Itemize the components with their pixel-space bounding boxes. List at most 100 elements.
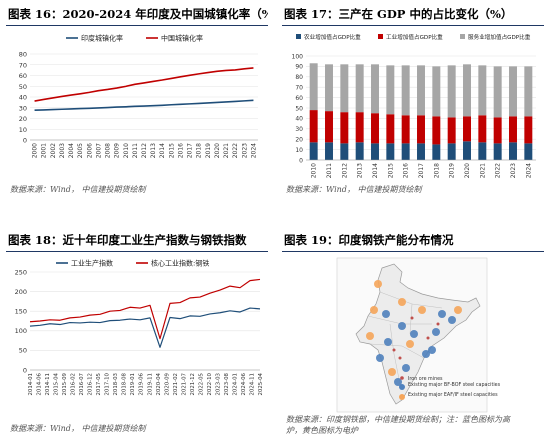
map-legend: Iron ore mines Existing major BF-BOF ste…: [399, 376, 501, 400]
y-tick-label: 60: [295, 95, 303, 102]
y-tick-label: 30: [295, 126, 303, 133]
bar-2: [478, 115, 487, 143]
bar-2: [432, 116, 441, 145]
x-tick-label: 2014: [372, 163, 379, 178]
legend-bf-bof: Existing major BF-BOF steel capacities: [408, 382, 501, 388]
chart-title-17: 图表 17：三产在 GDP 中的占比变化（%）: [282, 4, 544, 26]
y-tick-label: 100: [15, 327, 27, 335]
y-tick-label: 0: [23, 137, 27, 145]
x-tick-label: 2022-10: [207, 372, 213, 395]
eaf-marker: [370, 306, 378, 314]
bar-3: [432, 66, 441, 117]
iron-ore-marker: [410, 316, 414, 320]
x-tick-label: 2010: [123, 143, 130, 158]
x-tick-label: 2023-08: [224, 372, 230, 395]
legend-label-1: 农业增加值占GDP比重: [304, 33, 361, 41]
x-tick-label: 2020: [464, 163, 471, 178]
bar-2: [417, 115, 425, 144]
bar-1: [493, 143, 502, 160]
x-tick-label: 2014: [159, 143, 166, 158]
y-tick-label: 0: [299, 157, 303, 164]
bar-2: [524, 116, 533, 144]
bar-2: [493, 117, 502, 144]
x-tick-label: 2015: [168, 143, 175, 158]
x-tick-label: 2014-11: [45, 373, 51, 396]
chart-title-19: 图表 19：印度钢铁产能分布情况: [282, 230, 544, 252]
eaf-marker: [388, 368, 396, 376]
bar-1: [355, 142, 364, 160]
x-tick-label: 2018-03: [113, 373, 119, 396]
bar-1: [309, 142, 318, 160]
eaf-marker: [374, 280, 382, 288]
y-tick-label: 50: [295, 105, 303, 112]
bar-2: [355, 112, 364, 143]
x-tick-label: 2023-03: [215, 373, 221, 396]
source-note-17: 数据来源：Wind， 中信建投期货绘制: [286, 185, 422, 194]
x-tick-label: 2021-12: [190, 373, 196, 396]
legend-label-1: 工业生产指数: [71, 259, 113, 268]
bar-1: [401, 143, 410, 160]
x-tick-label: 2005: [77, 143, 84, 158]
x-tick-label: 2009: [114, 143, 121, 158]
x-tick-label: 2015-09: [62, 372, 68, 395]
iron-ore-marker: [392, 348, 396, 352]
x-tick-label: 2004: [68, 143, 75, 158]
bar-3: [478, 65, 487, 116]
legend-iron-ore: Iron ore mines: [408, 376, 443, 382]
iron-ore-marker: [426, 336, 430, 340]
x-tick-label: 2019-01: [130, 373, 136, 396]
x-tick-label: 2014-01: [28, 373, 34, 396]
y-tick-label: 90: [295, 64, 303, 71]
bar-1: [417, 143, 425, 160]
eaf-marker: [398, 298, 406, 306]
x-tick-label: 2024: [525, 163, 532, 178]
legend-label-2: 工业增加值占GDP比重: [386, 33, 443, 41]
y-tick-label: 0: [23, 366, 27, 374]
bar-1: [463, 141, 471, 160]
legend-label-3: 服务业增加值占GDP比重: [468, 33, 531, 41]
y-tick-label: 40: [19, 94, 27, 102]
x-tick-label: 2024: [250, 143, 257, 158]
x-tick-label: 2002: [50, 143, 57, 158]
legend-label-2: 核心工业指数:钢铁: [151, 259, 209, 268]
bar-3: [524, 66, 533, 117]
bar-2: [447, 117, 456, 144]
x-tick-label: 2023: [241, 143, 248, 158]
y-tick-label: 10: [295, 147, 303, 154]
bar-2: [325, 111, 333, 143]
x-tick-label: 2017-10: [105, 372, 111, 395]
map-markers: [366, 280, 462, 386]
x-tick-label: 2011: [326, 163, 333, 178]
x-tick-label: 2020: [214, 143, 221, 158]
y-tick-label: 40: [295, 116, 303, 123]
eaf-marker: [454, 306, 462, 314]
x-tick-label: 2012: [141, 143, 148, 158]
x-tick-label: 2015-04: [54, 372, 60, 395]
bar-1: [371, 143, 379, 160]
india-steel-map: Iron ore mines Existing major BF-BOF ste…: [336, 257, 501, 413]
series-line-2: [29, 278, 261, 340]
x-tick-label: 2019: [205, 143, 212, 158]
eaf-marker: [406, 340, 414, 348]
x-tick-label: 2022: [232, 143, 239, 158]
y-tick-label: 100: [292, 53, 304, 60]
bar-2: [371, 113, 379, 144]
series-line-1: [34, 99, 254, 112]
gdp-share-stacked-bar-chart: 0 10 20 30 40 50 60 70 80 90 100 2010 2011 2012 2013 20…: [292, 33, 536, 178]
bar-3: [371, 64, 379, 114]
panel-gdp-share: 图表 17：三产在 GDP 中的占比变化（%） 0 10 20 30 40 50 60 70 8…: [282, 4, 544, 200]
y-tick-label: 20: [295, 137, 303, 144]
panel-steel-capacity-map: 图表 19：印度钢铁产能分布情况 Iron ore mines Existing…: [282, 230, 544, 435]
x-tick-label: 2017: [418, 163, 425, 178]
legend-eaf: Existing major EAF/IF steel capacities: [408, 392, 498, 398]
x-tick-label: 2018: [433, 163, 440, 178]
y-tick-label: 80: [19, 51, 27, 59]
bar-1: [340, 143, 349, 160]
x-tick-label: 2024-06: [241, 372, 247, 395]
legend-swatch-1: [296, 34, 301, 39]
series-line-2: [34, 67, 254, 102]
bar-3: [463, 64, 471, 117]
bar-3: [325, 64, 333, 112]
bf-bof-marker: [448, 316, 456, 324]
y-tick-label: 70: [295, 85, 303, 92]
